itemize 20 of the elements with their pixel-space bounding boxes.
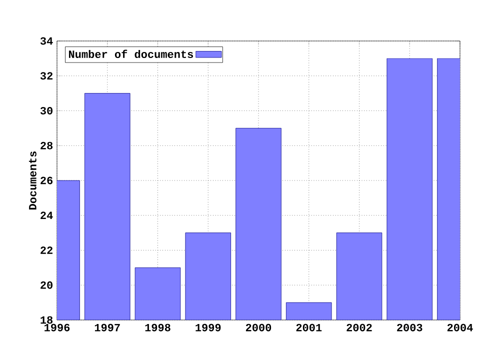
y-tick-label: 30 [40,107,52,114]
x-tick-label: 2002 [346,324,372,332]
legend-label: Number of documents [68,50,193,58]
y-axis-title: Documents [28,151,36,210]
y-tick-label: 26 [40,176,53,184]
y-tick-label: 18 [40,316,53,324]
x-tick-label: 2004 [447,324,473,332]
y-tick-label: 32 [40,72,52,80]
y-tick-label: 24 [40,212,53,220]
y-tick-label: 22 [40,246,52,254]
y-tick-label: 34 [40,37,53,45]
y-tick-label: 28 [40,142,53,150]
x-tick-label: 2003 [397,324,422,332]
x-tick-label: 1996 [44,324,70,332]
x-tick-label: 2001 [296,324,322,332]
x-tick-label: 1999 [196,324,221,332]
x-tick-label: 1997 [94,324,120,332]
y-tick-label: 20 [40,281,52,289]
x-tick-label: 2000 [246,324,272,332]
x-tick-label: 1998 [145,324,170,332]
